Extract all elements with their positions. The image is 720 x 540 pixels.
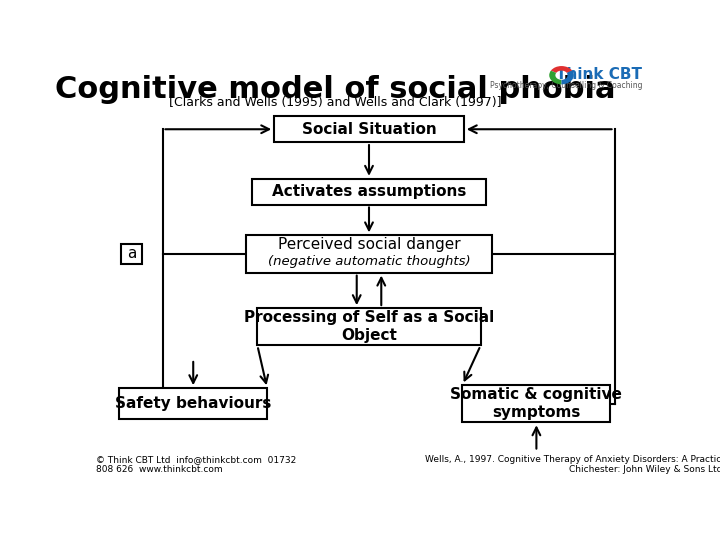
FancyBboxPatch shape bbox=[252, 179, 486, 205]
Text: © Think CBT Ltd  info@thinkcbt.com  01732
808 626  www.thinkcbt.com: © Think CBT Ltd info@thinkcbt.com 01732 … bbox=[96, 455, 296, 474]
Wedge shape bbox=[562, 71, 574, 84]
Text: symptoms: symptoms bbox=[492, 406, 580, 420]
Text: Safety behaviours: Safety behaviours bbox=[115, 396, 271, 411]
Text: Wells, A., 1997. Cognitive Therapy of Anxiety Disorders: A Practice Manual and C: Wells, A., 1997. Cognitive Therapy of An… bbox=[425, 455, 720, 474]
Text: (negative automatic thoughts): (negative automatic thoughts) bbox=[268, 255, 470, 268]
Text: Object: Object bbox=[341, 328, 397, 343]
Text: Social Situation: Social Situation bbox=[302, 122, 436, 137]
FancyBboxPatch shape bbox=[246, 235, 492, 273]
Wedge shape bbox=[549, 71, 562, 84]
Text: Think CBT: Think CBT bbox=[557, 67, 642, 82]
FancyBboxPatch shape bbox=[258, 308, 481, 346]
Wedge shape bbox=[551, 66, 572, 73]
FancyBboxPatch shape bbox=[462, 385, 611, 422]
Text: Cognitive model of social phobia: Cognitive model of social phobia bbox=[55, 75, 616, 104]
Text: Psychotherapy, Counselling & Coaching: Psychotherapy, Counselling & Coaching bbox=[490, 82, 642, 90]
Text: Somatic & cognitive: Somatic & cognitive bbox=[451, 387, 622, 402]
Text: a: a bbox=[127, 246, 137, 261]
FancyBboxPatch shape bbox=[120, 388, 267, 419]
Text: [Clarks and Wells (1995) and Wells and Clark (1997)]: [Clarks and Wells (1995) and Wells and C… bbox=[169, 96, 502, 109]
Text: Processing of Self as a Social: Processing of Self as a Social bbox=[244, 310, 494, 325]
FancyBboxPatch shape bbox=[121, 244, 143, 265]
Text: Perceived social danger: Perceived social danger bbox=[278, 238, 460, 252]
FancyBboxPatch shape bbox=[274, 116, 464, 142]
Text: Activates assumptions: Activates assumptions bbox=[272, 184, 466, 199]
